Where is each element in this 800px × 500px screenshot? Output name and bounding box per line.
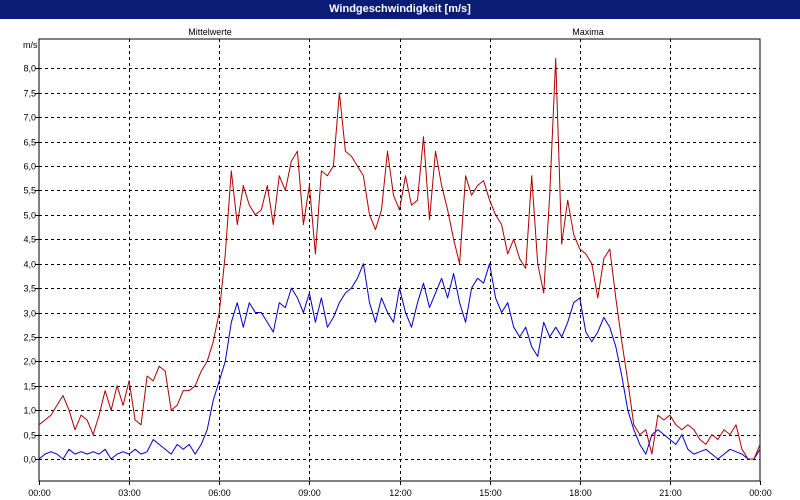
x-tick-time: 15:00 — [479, 488, 502, 498]
y-tick-label: 7,0 — [23, 113, 36, 123]
y-tick-label: 1,5 — [23, 382, 36, 392]
y-tick-label: 5,5 — [23, 186, 36, 196]
x-tick-time: 06:00 — [208, 488, 231, 498]
y-tick-label: 4,5 — [23, 235, 36, 245]
window-title: Windgeschwindigkeit [m/s] — [0, 0, 800, 19]
y-tick-label: 5,0 — [23, 211, 36, 221]
y-tick-label: 0,5 — [23, 431, 36, 441]
x-tick-time: 00:00 — [749, 488, 772, 498]
x-tick-time: 21:00 — [659, 488, 682, 498]
y-tick-label: 3,5 — [23, 284, 36, 294]
grid — [39, 39, 760, 481]
x-tick-time: 12:00 — [389, 488, 412, 498]
x-tick-time: 09:00 — [298, 488, 321, 498]
y-tick-label: 3,0 — [23, 309, 36, 319]
plot-frame — [38, 38, 761, 482]
series-line-mittelwerte — [38, 263, 761, 460]
series-line-maxima — [38, 58, 761, 460]
y-tick-label: 4,0 — [23, 260, 36, 270]
y-tick-label: 8,0 — [23, 64, 36, 74]
y-tick-label: 6,5 — [23, 138, 36, 148]
x-axis-ticks: 00:0025.05.2403:0025.05.2406:0025.05.240… — [28, 481, 772, 498]
y-tick-label: 6,0 — [23, 162, 36, 172]
legend-maxima: Maxima — [572, 27, 604, 37]
y-tick-label: 2,0 — [23, 357, 36, 367]
series-lines — [38, 58, 761, 460]
x-tick-time: 03:00 — [118, 488, 141, 498]
y-tick-label: 7,5 — [23, 89, 36, 99]
x-tick-time: 00:00 — [28, 488, 51, 498]
wind-speed-chart: Mittelwerte Maxima m/s 0,0 0,5 1,0 1,5 2,0 2,… — [23, 27, 772, 498]
y-tick-label: 2,5 — [23, 333, 36, 343]
y-axis-ticks: 0,0 0,5 1,0 1,5 2,0 2,5 3,0 3,5 4,0 4,5 5,0 5,5 6,0 6… — [23, 64, 39, 465]
y-tick-label: 0,0 — [23, 455, 36, 465]
legend-mittelwerte: Mittelwerte — [188, 27, 232, 37]
y-axis-unit: m/s — [23, 40, 38, 50]
y-tick-label: 1,0 — [23, 406, 36, 416]
x-tick-time: 18:00 — [569, 488, 592, 498]
